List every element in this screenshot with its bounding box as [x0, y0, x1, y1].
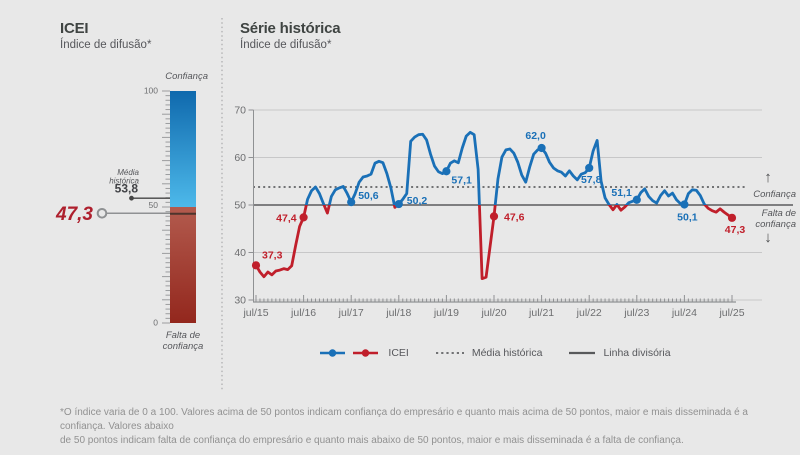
gauge-scale-mid: 50	[149, 200, 159, 210]
data-point-marker	[585, 163, 594, 173]
gauge-lack-zone	[170, 207, 196, 323]
y-tick-label: 40	[234, 247, 246, 259]
legend-item-icei: ICEI	[319, 347, 409, 359]
history-line-chart: 30 40 50 60 70 jul/15 jul/16 jul/17 jul/18 jul/19…	[234, 105, 793, 319]
x-tick-label: jul/18	[385, 307, 411, 319]
data-point-marker	[442, 167, 451, 176]
data-point-label: 50,6	[358, 190, 379, 202]
footnote-line-1: *O índice varia de 0 a 100. Valores acim…	[60, 407, 748, 432]
lack-label-line1: Falta de	[761, 208, 796, 219]
data-point-marker	[251, 261, 261, 270]
data-point-marker	[632, 195, 641, 204]
x-tick-label: jul/25	[718, 307, 744, 319]
data-point-label: 57,1	[451, 174, 472, 186]
right-panel-subtitle: Índice de difusão*	[240, 39, 332, 51]
mean-callout-dot	[129, 195, 134, 201]
gauge-confidence-zone	[170, 91, 196, 207]
footnote: *O índice varia de 0 a 100. Valores acim…	[60, 406, 792, 448]
legend-label-icei: ICEI	[388, 347, 409, 359]
data-point-marker	[680, 200, 689, 209]
chart-legend: ICEI Média histórica Linha divisória	[253, 345, 737, 361]
left-panel-title: ICEI	[60, 20, 89, 37]
x-tick-label: jul/23	[623, 307, 649, 319]
y-tick-label: 30	[234, 295, 246, 307]
x-tick-label: jul/19	[433, 307, 459, 319]
gauge-bottom-label-line1: Falta de	[166, 330, 200, 341]
data-point-marker	[537, 143, 546, 153]
right-panel-header: Série histórica Índice de difusão*	[240, 20, 341, 51]
mean-label-line1: Média	[117, 168, 139, 177]
legend-item-mean: Média histórica	[435, 347, 543, 359]
mean-value: 53,8	[115, 182, 139, 196]
lack-of-confidence-zone-label: Falta de confiança	[730, 208, 796, 230]
icei-line-sample-icon	[320, 349, 379, 357]
y-tick-label: 60	[234, 152, 246, 164]
icei-line-above-50	[304, 130, 708, 205]
data-point-label: 47,6	[504, 211, 525, 223]
gauge-current-value: 47,3	[55, 204, 93, 225]
footnote-line-2: de 50 pontos indicam falta de confiança …	[60, 435, 684, 446]
divider-line-sample-icon	[569, 351, 596, 355]
gauge-top-label: Confiança	[165, 71, 208, 82]
gauge-bottom-label-line2: confiança	[163, 341, 204, 352]
data-point-marker	[489, 212, 499, 221]
confidence-zone-label: Confiança	[753, 189, 796, 200]
legend-label-divider: Linha divisória	[603, 347, 671, 359]
x-tick-label: jul/17	[338, 307, 364, 319]
current-callout-ring	[96, 207, 108, 219]
data-point-label: 62,0	[525, 130, 546, 142]
data-point-marker	[347, 198, 356, 207]
legend-label-mean: Média histórica	[471, 347, 543, 359]
data-point-label: 50,1	[677, 212, 698, 224]
data-point-marker	[394, 199, 403, 209]
lack-label-line2: confiança	[755, 218, 796, 230]
right-panel-title: Série histórica	[240, 20, 341, 37]
mean-dotted-line-sample-icon	[435, 352, 464, 354]
x-tick-label: jul/21	[528, 307, 554, 319]
left-panel-header: ICEI Índice de difusão*	[60, 20, 151, 51]
data-point-label: 57,8	[581, 174, 602, 186]
data-point-label: 37,3	[262, 249, 283, 261]
x-tick-label: jul/16	[290, 307, 316, 319]
data-point-marker	[299, 213, 308, 222]
gauge-scale-max: 100	[144, 86, 158, 96]
data-point-marker	[727, 213, 737, 222]
data-point-label: 47,3	[725, 224, 746, 236]
x-tick-label: jul/22	[576, 307, 602, 319]
y-tick-label: 50	[234, 200, 246, 212]
lack-down-arrow: ↓	[764, 229, 772, 246]
legend-item-divider: Linha divisória	[568, 347, 671, 359]
data-point-label: 50,2	[407, 195, 428, 207]
data-point-label: 47,4	[276, 212, 297, 224]
left-panel-subtitle: Índice de difusão*	[60, 39, 152, 51]
data-point-label: 51,1	[611, 187, 632, 199]
x-tick-label: jul/15	[242, 307, 268, 319]
gauge-scale-min: 0	[153, 318, 158, 328]
mean-label-line2: histórica	[109, 177, 139, 186]
x-tick-label: jul/20	[480, 307, 506, 319]
y-tick-label: 70	[234, 105, 246, 117]
x-tick-label: jul/24	[671, 307, 697, 319]
confidence-up-arrow: ↑	[764, 169, 772, 186]
